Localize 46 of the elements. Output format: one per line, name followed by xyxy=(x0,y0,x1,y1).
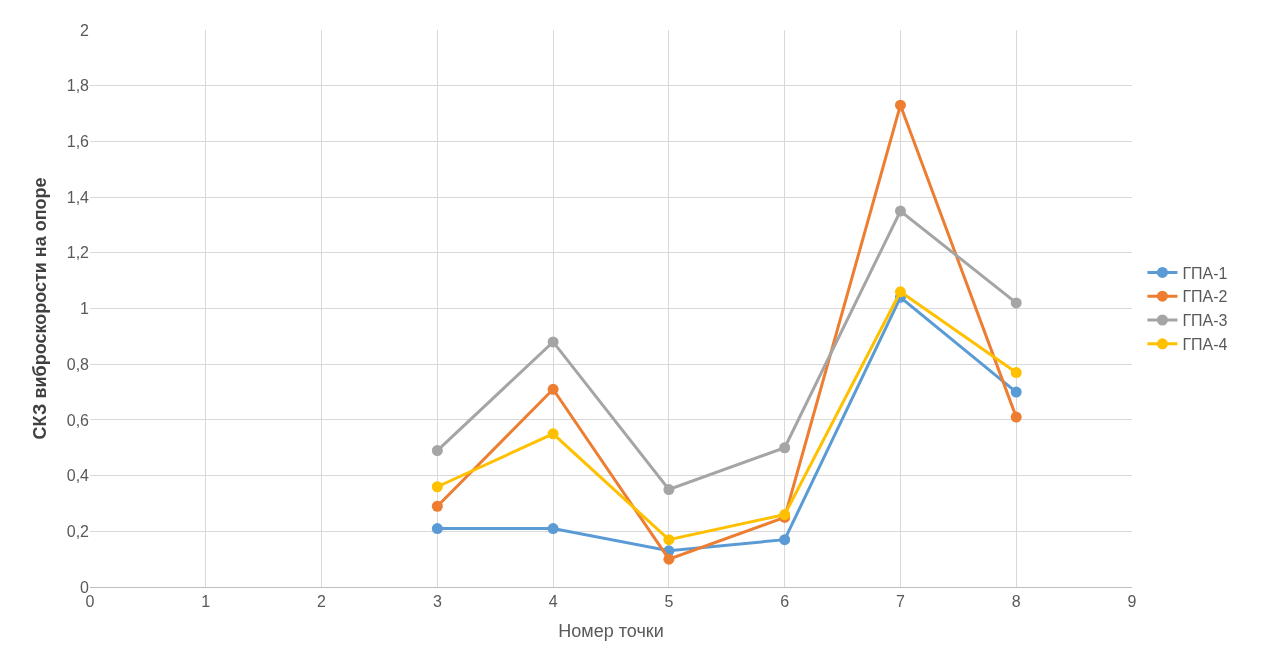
point xyxy=(1010,367,1022,379)
point xyxy=(779,442,791,454)
y-tick-label: 0 xyxy=(80,578,90,596)
y-tick-label: 1 xyxy=(80,300,90,318)
y-axis-title: СКЗ виброскорости на опоре xyxy=(29,177,50,440)
y-tick-label: 1,8 xyxy=(66,77,90,95)
point xyxy=(547,383,559,395)
y-tick-label: 0,2 xyxy=(66,522,90,540)
x-tick-label: 3 xyxy=(432,593,442,611)
legend-label: ГПА-3 xyxy=(1182,312,1228,330)
y-tick-label: 0,6 xyxy=(66,411,90,429)
y-tick-label: 1,2 xyxy=(66,244,90,262)
point xyxy=(431,523,443,535)
x-tick-label: 5 xyxy=(664,593,674,611)
x-tick-label: 9 xyxy=(1127,593,1137,611)
legend-label: ГПА-2 xyxy=(1182,288,1228,306)
y-tick-label: 0,4 xyxy=(66,467,90,485)
point xyxy=(547,336,559,348)
y-tick-label: 1,6 xyxy=(66,133,90,150)
x-tick-label: 1 xyxy=(201,593,211,611)
x-tick-label: 2 xyxy=(317,593,327,611)
y-tick-label: 2 xyxy=(80,21,90,39)
point xyxy=(1010,297,1022,309)
point xyxy=(779,534,791,546)
x-tick-label: 7 xyxy=(895,593,905,611)
point xyxy=(894,205,906,217)
point xyxy=(663,553,675,565)
legend-label: ГПА-1 xyxy=(1182,264,1228,282)
y-tick-label: 0,8 xyxy=(66,355,90,373)
point xyxy=(1010,411,1022,423)
point xyxy=(431,500,443,512)
y-tick-label: 1,4 xyxy=(66,188,90,206)
x-tick-label: 8 xyxy=(1011,593,1021,611)
point xyxy=(894,99,906,111)
x-axis-title: Номер точки xyxy=(558,621,664,642)
point xyxy=(1010,386,1022,398)
x-tick-label: 4 xyxy=(548,593,558,611)
point xyxy=(663,484,675,496)
x-tick-label: 6 xyxy=(780,593,790,611)
point xyxy=(894,286,906,298)
point xyxy=(547,428,559,440)
legend-label: ГПА-4 xyxy=(1182,336,1228,354)
point xyxy=(431,481,443,493)
point xyxy=(547,523,559,535)
point xyxy=(663,534,675,546)
point xyxy=(431,445,443,457)
